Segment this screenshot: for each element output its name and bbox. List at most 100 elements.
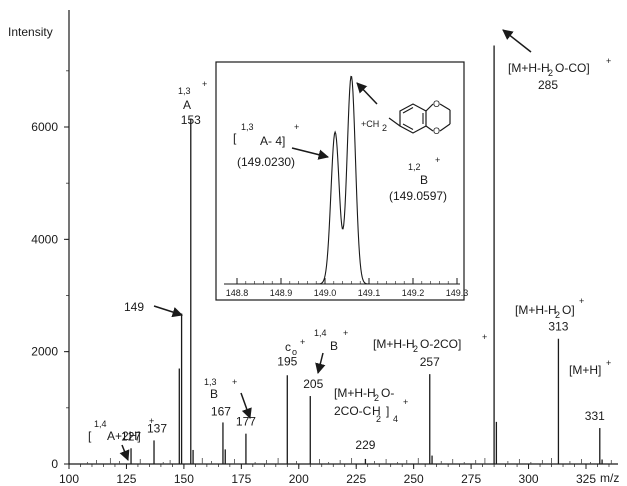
svg-text:1,4: 1,4 bbox=[314, 328, 327, 338]
annotation-1-4-a: [ 1,4 A+2H] + bbox=[88, 416, 154, 461]
svg-text:4: 4 bbox=[393, 414, 398, 424]
svg-text:+: + bbox=[232, 377, 237, 387]
inset-frame bbox=[215, 61, 465, 301]
svg-text:(149.0597): (149.0597) bbox=[389, 189, 447, 203]
peak-label: 153 bbox=[181, 113, 201, 127]
svg-text:1,2: 1,2 bbox=[408, 162, 421, 172]
svg-text:O-CO]: O-CO] bbox=[555, 61, 590, 75]
svg-text:O-: O- bbox=[381, 386, 394, 400]
x-tick-label: 175 bbox=[231, 472, 251, 486]
peak-label: 195 bbox=[277, 354, 297, 368]
annotation-c0: c o + bbox=[285, 337, 305, 357]
x-tick-label: 300 bbox=[519, 472, 539, 486]
annotation-m257: [M+H-H 2 O-2CO] + bbox=[373, 332, 487, 354]
y-tick-label: 4000 bbox=[31, 232, 58, 246]
peak-label: 229 bbox=[355, 438, 375, 452]
svg-text:B: B bbox=[330, 339, 338, 353]
svg-text:2: 2 bbox=[374, 393, 379, 403]
peak-labels: 127 137 149 153 167 177 195 205 229 257 285 313 331 bbox=[121, 78, 605, 452]
arrow-m285 bbox=[502, 29, 532, 53]
svg-text:+: + bbox=[202, 79, 207, 89]
svg-text:+: + bbox=[482, 332, 487, 342]
inset-x-ticks: 148.8 148.9 149.0 149.1 149.2 149.3 bbox=[226, 278, 468, 298]
arrow-inset-a bbox=[291, 147, 330, 160]
inset-tick-label: 149.0 bbox=[314, 288, 337, 298]
inset-tick-label: 149.2 bbox=[402, 288, 425, 298]
svg-text:2: 2 bbox=[548, 68, 553, 78]
inset-panel: 148.8 148.9 149.0 149.1 149.2 149.3 [ 1,3 A- … bbox=[215, 61, 468, 301]
svg-text:+: + bbox=[579, 296, 584, 306]
annotation-m285: [M+H-H 2 O-CO] + bbox=[502, 29, 611, 78]
annotation-1-3-b: 1,3 B + bbox=[204, 377, 252, 419]
peak-label: 285 bbox=[538, 78, 558, 92]
arrow-1-4-a bbox=[119, 444, 130, 461]
svg-text:[M+H]: [M+H] bbox=[569, 363, 601, 377]
y-axis-title: Intensity bbox=[8, 25, 53, 39]
svg-text:2: 2 bbox=[382, 123, 387, 133]
x-tick-label: 100 bbox=[59, 472, 79, 486]
svg-text:A: A bbox=[183, 98, 191, 112]
svg-text:+: + bbox=[294, 122, 299, 132]
peak-label: 313 bbox=[548, 320, 568, 334]
svg-text:o: o bbox=[292, 347, 297, 357]
svg-text:2: 2 bbox=[376, 414, 381, 424]
peak-label: 137 bbox=[147, 421, 167, 435]
svg-text:1,3: 1,3 bbox=[204, 377, 217, 387]
y-axis-ticks: 0 2000 4000 6000 bbox=[31, 70, 69, 471]
peak-label: 149 bbox=[124, 300, 144, 314]
x-tick-label: 125 bbox=[116, 472, 136, 486]
x-tick-label: 225 bbox=[346, 472, 366, 486]
y-tick-label: 6000 bbox=[31, 120, 58, 134]
svg-text:[: [ bbox=[233, 131, 237, 145]
x-tick-label: 275 bbox=[461, 472, 481, 486]
svg-text:B: B bbox=[210, 387, 218, 401]
annotation-m313: [M+H-H 2 O] + bbox=[515, 296, 584, 320]
svg-text:+: + bbox=[343, 328, 348, 338]
arrow-1-3-b bbox=[240, 392, 252, 419]
svg-text:+: + bbox=[300, 337, 305, 347]
svg-text:1,3: 1,3 bbox=[178, 86, 191, 96]
svg-text:O-2CO]: O-2CO] bbox=[420, 337, 461, 351]
peak-label: 167 bbox=[211, 404, 231, 418]
annotation-1-3-a: 1,3 + A bbox=[178, 79, 207, 112]
svg-text:O: O bbox=[433, 99, 440, 109]
inset-tick-label: 148.9 bbox=[270, 288, 293, 298]
inset-label-1-3-a: [ 1,3 A- 4] + (149.0230) bbox=[233, 122, 330, 169]
svg-text:+CH: +CH bbox=[361, 119, 379, 129]
svg-text:+: + bbox=[149, 416, 154, 426]
inset-label-1-2-b: 1,2 + B (149.0597) bbox=[389, 155, 447, 203]
x-tick-label: 150 bbox=[174, 472, 194, 486]
svg-text:2: 2 bbox=[413, 344, 418, 354]
y-tick-label: 2000 bbox=[31, 345, 58, 359]
svg-text:[M+H-H: [M+H-H bbox=[373, 337, 415, 351]
x-tick-label: 325 bbox=[576, 472, 596, 486]
peak-label: 127 bbox=[121, 429, 141, 443]
svg-text:A- 4]: A- 4] bbox=[260, 134, 285, 148]
svg-text:[: [ bbox=[88, 429, 92, 443]
inset-tick-label: 148.8 bbox=[226, 288, 249, 298]
svg-text:2CO-C: 2CO-C bbox=[334, 404, 372, 418]
svg-text:2: 2 bbox=[555, 310, 560, 320]
peak-label: 257 bbox=[420, 355, 440, 369]
svg-text:+: + bbox=[435, 155, 440, 165]
svg-text:O]: O] bbox=[562, 303, 575, 317]
svg-text:+: + bbox=[403, 397, 408, 407]
benzodioxane-structure: +CH 2 O O bbox=[361, 99, 451, 136]
svg-text:A+2H]: A+2H] bbox=[107, 429, 141, 443]
baseline-noise bbox=[86, 458, 612, 464]
arrow-inset-b bbox=[356, 82, 378, 105]
annotation-m229: [M+H-H 2 O- 2CO-C H 2 ] 4 + bbox=[334, 386, 408, 424]
svg-text:B: B bbox=[420, 173, 428, 187]
svg-text:c: c bbox=[285, 340, 291, 354]
y-tick-label: 0 bbox=[51, 457, 58, 471]
inset-tick-label: 149.1 bbox=[358, 288, 381, 298]
x-axis-ticks: 100 125 150 175 200 225 250 275 300 325 bbox=[59, 464, 610, 486]
svg-text:+: + bbox=[606, 56, 611, 66]
svg-text:[M+H-H: [M+H-H bbox=[515, 303, 557, 317]
svg-text:[M+H-H: [M+H-H bbox=[334, 386, 376, 400]
annotation-m331: [M+H] + bbox=[569, 358, 611, 377]
x-tick-label: 200 bbox=[289, 472, 309, 486]
peak-label: 177 bbox=[236, 415, 256, 429]
svg-text:1,3: 1,3 bbox=[241, 122, 254, 132]
